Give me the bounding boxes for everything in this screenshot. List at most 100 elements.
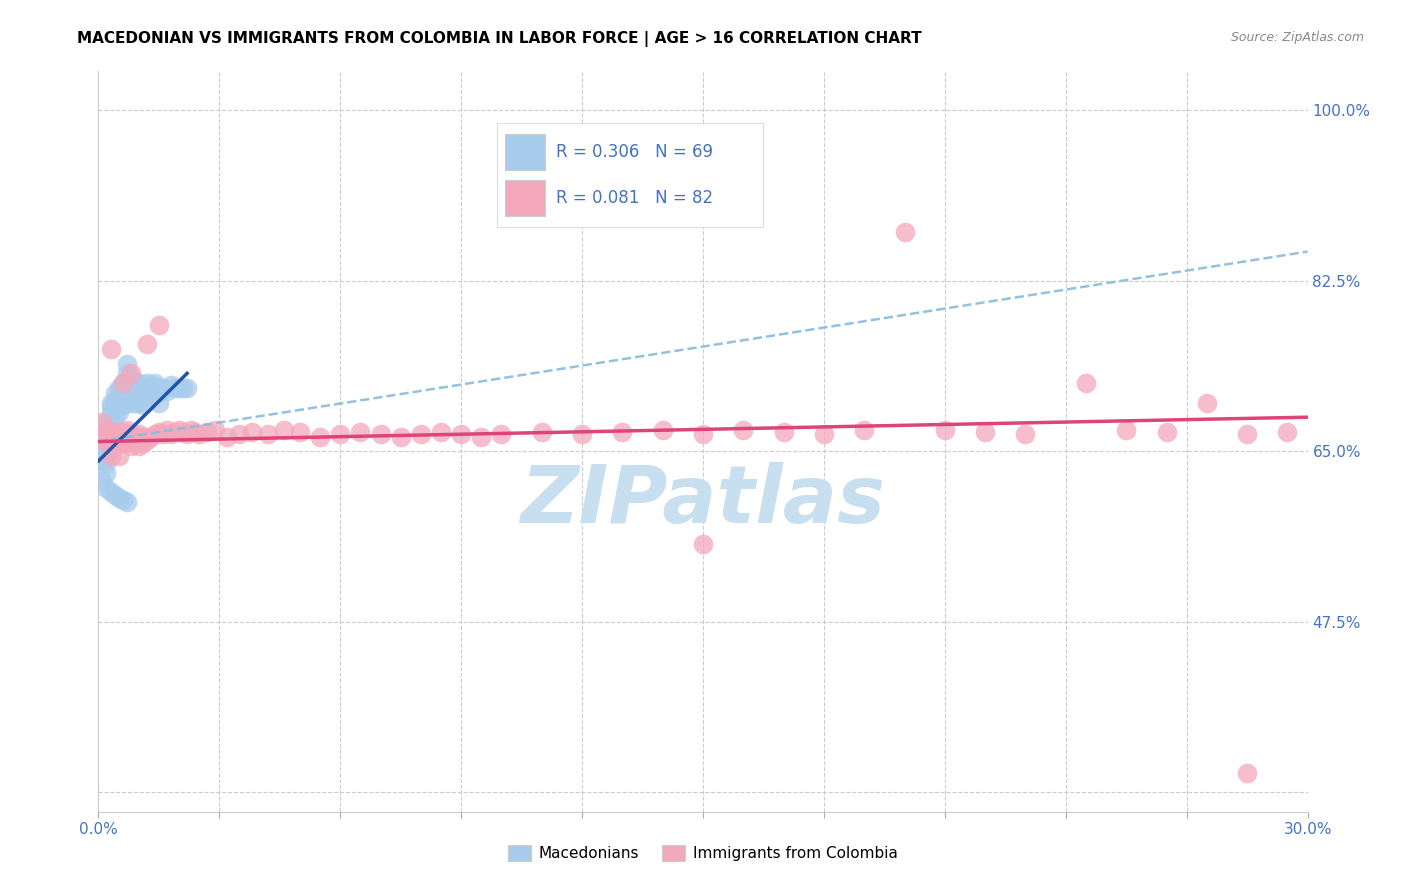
Point (120, 371, 142, 385)
Point (273, 423, 295, 437)
Point (160, 378, 183, 392)
Point (107, 434, 129, 449)
Point (100, 395, 122, 409)
Point (240, 425, 263, 439)
Point (107, 395, 129, 409)
Point (934, 423, 956, 437)
Point (156, 384, 179, 398)
Text: ZIPatlas: ZIPatlas (520, 462, 886, 540)
Point (148, 425, 170, 439)
Point (135, 337, 157, 351)
Point (172, 425, 194, 439)
Point (128, 395, 150, 409)
Point (103, 439, 125, 453)
Point (115, 378, 138, 392)
Point (135, 385, 157, 400)
Point (139, 378, 162, 392)
Point (1195, 395, 1218, 409)
Point (100, 407, 122, 421)
Point (148, 318, 170, 332)
Point (143, 388, 166, 402)
Point (349, 425, 371, 439)
Point (733, 423, 755, 437)
Point (100, 423, 122, 437)
Point (100, 485, 122, 500)
Point (128, 385, 150, 400)
Point (107, 426, 129, 441)
Point (180, 423, 202, 437)
Point (1236, 426, 1258, 441)
Point (974, 425, 997, 439)
Point (853, 423, 876, 437)
Point (176, 426, 198, 441)
Point (91, 430, 114, 444)
Point (115, 357, 138, 371)
Point (96, 446, 118, 460)
Point (107, 405, 129, 419)
Point (103, 425, 125, 439)
Point (409, 426, 432, 441)
Point (111, 391, 134, 405)
Legend: Macedonians, Immigrants from Colombia: Macedonians, Immigrants from Colombia (502, 838, 904, 867)
Point (172, 381, 194, 395)
Point (167, 423, 190, 437)
Point (107, 381, 129, 395)
Point (111, 376, 134, 390)
Point (91, 444, 114, 458)
Text: Source: ZipAtlas.com: Source: ZipAtlas.com (1230, 31, 1364, 45)
Point (132, 388, 155, 402)
Point (103, 488, 125, 502)
Point (96, 439, 118, 453)
Point (96, 430, 118, 444)
Point (128, 439, 150, 453)
Point (288, 425, 311, 439)
Point (893, 225, 915, 239)
Point (651, 423, 673, 437)
Point (152, 381, 174, 395)
Point (111, 436, 134, 450)
Point (176, 381, 198, 395)
Point (111, 425, 134, 439)
Point (184, 425, 207, 439)
Point (132, 430, 155, 444)
Point (111, 381, 134, 395)
Point (152, 426, 174, 441)
Point (329, 426, 352, 441)
Point (124, 378, 146, 392)
Point (100, 436, 122, 450)
Point (120, 376, 142, 390)
Point (530, 425, 553, 439)
Point (91, 454, 114, 468)
Point (103, 395, 125, 409)
Point (120, 426, 142, 441)
Point (115, 434, 138, 449)
Point (96, 456, 118, 470)
Point (100, 415, 122, 429)
Point (111, 493, 134, 508)
Point (103, 410, 125, 425)
Text: MACEDONIAN VS IMMIGRANTS FROM COLOMBIA IN LABOR FORCE | AGE > 16 CORRELATION CHA: MACEDONIAN VS IMMIGRANTS FROM COLOMBIA I… (77, 31, 922, 47)
Point (132, 381, 155, 395)
Point (100, 449, 122, 463)
Point (139, 430, 162, 444)
Point (120, 384, 142, 398)
Point (96, 481, 118, 495)
Point (124, 385, 146, 400)
Point (143, 376, 166, 390)
Point (1074, 376, 1097, 390)
Point (124, 430, 146, 444)
Point (1277, 425, 1299, 439)
Point (107, 491, 129, 505)
Point (135, 433, 157, 447)
Point (450, 426, 472, 441)
Point (100, 342, 122, 356)
Point (115, 423, 138, 437)
Point (103, 402, 125, 417)
Point (128, 376, 150, 390)
Point (256, 426, 278, 441)
Point (100, 401, 122, 415)
Point (139, 388, 162, 402)
Point (96, 434, 118, 449)
Point (120, 367, 142, 381)
Point (115, 495, 138, 509)
